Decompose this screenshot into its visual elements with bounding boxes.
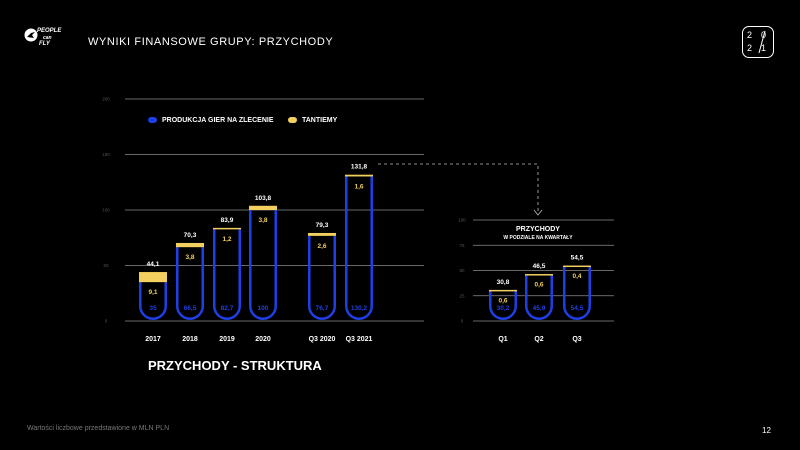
badge-digit: 2	[747, 43, 753, 53]
legend-production: PRODUKCJA GIER NA ZLECENIE	[148, 117, 274, 124]
y-tick-label: 0	[461, 319, 464, 324]
royalties-value-label: 1,2	[222, 236, 231, 243]
page-number: 12	[762, 426, 771, 435]
production-value-label: 130,2	[351, 305, 368, 312]
x-tick-label: 2017	[145, 336, 161, 343]
total-label: 131,8	[351, 164, 368, 171]
legend-royalties-swatch	[288, 117, 297, 124]
production-value-label: 100	[258, 305, 269, 312]
x-tick-label: Q3 2021	[346, 336, 373, 343]
royalties-segment	[139, 272, 167, 283]
legend-production-label: PRODUKCJA GIER NA ZLECENIE	[162, 117, 274, 124]
x-tick-label: 2019	[219, 336, 235, 343]
company-logo: PEOPLE can FLY	[24, 26, 62, 56]
main-chart-bars: 44,1 9,1 35 2017 70,3 3,8 66,5 2018 83,9 1,2 82,7 2…	[139, 164, 373, 343]
total-label: 79,3	[316, 222, 329, 229]
quarter-chart-grid: 0 25 50 75 100	[458, 218, 614, 324]
royalties-value-label: 2,6	[317, 243, 326, 250]
year-badge: 2 0 2 1	[742, 26, 774, 58]
royalties-segment	[345, 174, 373, 177]
y-tick-label: 50	[103, 263, 109, 268]
y-tick-label: 50	[459, 268, 465, 273]
production-bar	[308, 235, 336, 320]
badge-slash-icon	[758, 30, 766, 54]
chart-subtitle: PRZYCHODY - STRUKTURA	[148, 358, 322, 373]
connector-dashed-line	[378, 163, 539, 214]
x-tick-label: Q3 2020	[309, 336, 336, 343]
x-tick-label: 2018	[182, 336, 198, 343]
royalties-segment	[213, 227, 241, 230]
royalties-segment	[176, 242, 204, 248]
royalties-segment	[525, 274, 553, 276]
production-bar	[249, 210, 277, 320]
royalties-segment	[489, 289, 517, 292]
total-label: 70,3	[184, 232, 197, 239]
production-value-label: 35	[149, 305, 157, 312]
production-value-label: 76,7	[316, 305, 329, 312]
royalties-value-label: 3,8	[185, 254, 194, 261]
total-label: 30,8	[497, 279, 510, 286]
quarter-chart-title: PRZYCHODY	[516, 226, 560, 233]
y-tick-label: 100	[458, 218, 466, 223]
y-tick-label: 25	[459, 293, 465, 298]
production-value-label: 54,5	[571, 305, 584, 312]
logo-text-line-2: can	[43, 35, 52, 41]
royalties-value-label: 0,4	[572, 273, 581, 280]
x-tick-label: Q2	[534, 336, 543, 343]
flying-person-icon	[24, 28, 38, 42]
x-tick-label: Q1	[498, 336, 507, 343]
royalties-value-label: 1,6	[354, 183, 363, 190]
production-bar	[489, 290, 517, 320]
y-tick-label: 200	[102, 97, 110, 102]
total-label: 54,5	[571, 255, 584, 262]
royalties-value-label: 3,8	[258, 217, 267, 224]
badge-digit: 2	[747, 30, 753, 40]
badge-digit: 1	[761, 43, 767, 53]
x-tick-label: Q3	[572, 336, 581, 343]
production-value-label: 82,7	[221, 305, 234, 312]
production-value-label: 45,9	[533, 305, 546, 312]
royalties-value-label: 0,6	[498, 297, 507, 304]
royalties-segment	[563, 265, 591, 268]
production-bar	[563, 265, 591, 320]
royalties-segment	[308, 232, 336, 236]
royalties-value-label: 9,1	[148, 289, 157, 296]
production-value-label: 66,5	[184, 305, 197, 312]
logo-text-line-1: PEOPLE	[37, 28, 62, 34]
royalties-value-label: 0,6	[534, 282, 543, 289]
legend-royalties: TANTIEMY	[288, 117, 337, 124]
legend-production-swatch	[148, 117, 157, 124]
production-bar	[345, 176, 373, 320]
x-tick-label: 2020	[255, 336, 271, 343]
footnote: Wartości liczbowe przedstawione w MLN PL…	[27, 425, 170, 432]
page-title: WYNIKI FINANSOWE GRUPY: PRZYCHODY	[88, 36, 334, 48]
production-bar	[213, 229, 241, 320]
royalties-segment	[249, 205, 277, 210]
production-bar	[176, 247, 204, 320]
y-tick-label: 75	[459, 243, 465, 248]
quarter-chart-subtitle: W PODZIALE NA KWARTAŁY	[503, 235, 573, 241]
total-label: 46,5	[533, 263, 546, 270]
y-tick-label: 150	[102, 152, 110, 157]
logo-text-line-3: FLY	[39, 41, 50, 47]
total-label: 103,8	[255, 195, 272, 202]
production-value-label: 30,2	[497, 305, 510, 312]
production-bar	[139, 282, 167, 320]
total-label: 44,1	[147, 261, 160, 268]
y-tick-label: 100	[102, 208, 110, 213]
production-bar	[525, 274, 553, 320]
legend-royalties-label: TANTIEMY	[302, 117, 338, 124]
y-tick-label: 0	[105, 319, 108, 324]
total-label: 83,9	[221, 217, 234, 224]
connector-arrow-icon	[533, 209, 543, 216]
